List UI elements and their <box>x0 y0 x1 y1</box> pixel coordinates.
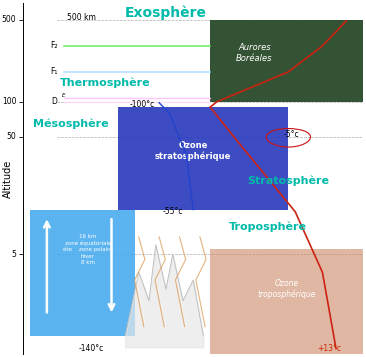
Text: Ozone
stratosphérique: Ozone stratosphérique <box>155 141 231 161</box>
Text: -140°c: -140°c <box>78 344 104 353</box>
Y-axis label: Altitude: Altitude <box>3 159 13 197</box>
Text: Ozone
troposphérique: Ozone troposphérique <box>257 279 316 299</box>
Text: D: D <box>51 97 57 106</box>
Text: 500 km: 500 km <box>67 14 96 22</box>
Text: $^E$: $^E$ <box>61 92 67 101</box>
Text: 16 km
zone équatoriale
éte    zone polaire
hiver
8 km: 16 km zone équatoriale éte zone polaire … <box>63 234 112 265</box>
Bar <box>210 20 363 102</box>
Text: -100°c: -100°c <box>130 100 155 109</box>
Text: -55°c: -55°c <box>163 207 183 216</box>
Text: 100: 100 <box>2 97 16 106</box>
Text: Stratosphère: Stratosphère <box>247 176 329 186</box>
Text: Thermosphère: Thermosphère <box>59 77 150 88</box>
Bar <box>210 249 363 354</box>
Text: Aurores
Boréales: Aurores Boréales <box>236 44 273 63</box>
Text: Mésosphère: Mésosphère <box>33 119 108 129</box>
Text: +13°c: +13°c <box>317 344 341 353</box>
Bar <box>118 107 288 210</box>
Text: F₁: F₁ <box>50 67 57 76</box>
Text: Troposphère: Troposphère <box>229 222 307 232</box>
Text: 50: 50 <box>7 132 16 141</box>
Text: 5: 5 <box>11 250 16 258</box>
Text: F₂: F₂ <box>50 41 57 50</box>
Bar <box>30 210 135 336</box>
Text: -5°c: -5°c <box>284 130 300 140</box>
Text: 500: 500 <box>2 15 16 24</box>
Text: Exosphère: Exosphère <box>125 5 207 20</box>
